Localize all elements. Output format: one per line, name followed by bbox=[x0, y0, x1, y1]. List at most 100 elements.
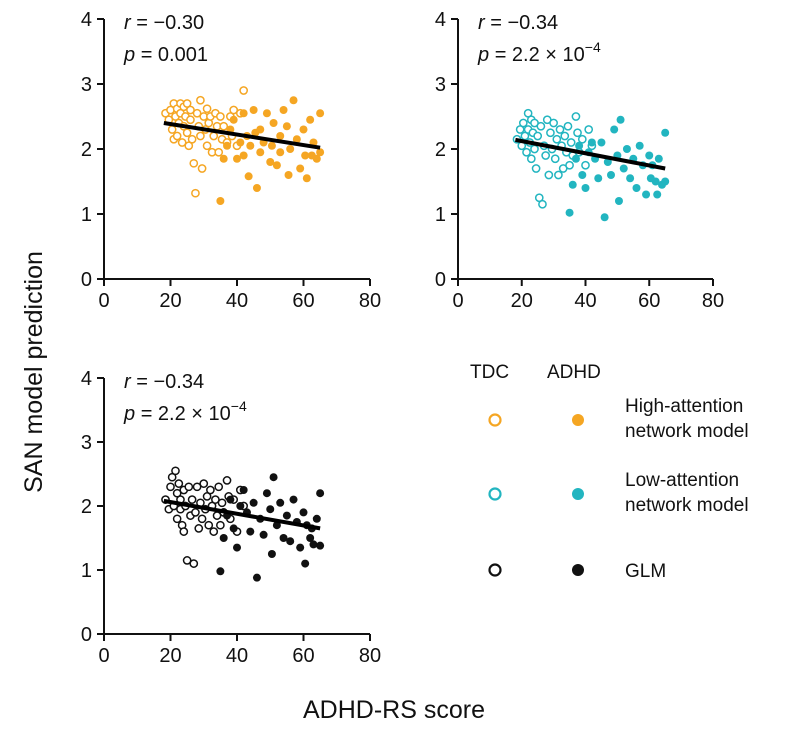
y-tick-label: 3 bbox=[81, 432, 92, 454]
tdc-point bbox=[186, 115, 195, 125]
adhd-point bbox=[645, 151, 654, 160]
tdc-point bbox=[577, 134, 587, 144]
tdc-point bbox=[571, 112, 581, 121]
legend-label-line2: network model bbox=[625, 495, 749, 516]
tdc-point bbox=[174, 479, 184, 488]
adhd-point bbox=[635, 141, 644, 150]
adhd-point bbox=[316, 489, 325, 498]
adhd-point bbox=[269, 473, 278, 482]
adhd-point bbox=[284, 171, 293, 179]
tdc-point bbox=[214, 482, 224, 492]
legend-label: Low-attention bbox=[625, 470, 739, 491]
x-tick-label: 60 bbox=[292, 290, 314, 312]
adhd-point bbox=[610, 125, 619, 134]
y-tick-label: 2 bbox=[435, 139, 446, 161]
tdc-point bbox=[239, 86, 248, 95]
tdc-point bbox=[217, 498, 227, 508]
tdc-point bbox=[214, 147, 224, 157]
y-tick-label: 4 bbox=[81, 368, 92, 390]
adhd-point bbox=[256, 125, 265, 134]
adhd-point bbox=[262, 489, 271, 498]
x-tick-label: 20 bbox=[511, 290, 533, 312]
adhd-point bbox=[286, 145, 295, 153]
adhd-point bbox=[306, 534, 315, 542]
adhd-point bbox=[302, 174, 311, 183]
adhd-point bbox=[223, 141, 232, 150]
tdc-point bbox=[552, 134, 562, 144]
adhd-point bbox=[246, 527, 255, 536]
adhd-point bbox=[252, 184, 261, 192]
adhd-point bbox=[276, 132, 285, 140]
legend-open-marker bbox=[488, 413, 502, 427]
y-tick-label: 0 bbox=[435, 269, 446, 291]
tdc-point bbox=[209, 527, 219, 536]
tdc-point bbox=[566, 138, 576, 147]
tdc-point bbox=[182, 99, 192, 108]
tdc-point bbox=[204, 520, 214, 530]
legend-label: High-attention bbox=[625, 396, 743, 417]
stat-r: r = −0.34 bbox=[124, 371, 204, 393]
adhd-point bbox=[229, 524, 238, 533]
x-tick-label: 20 bbox=[159, 645, 181, 667]
adhd-point bbox=[286, 537, 295, 546]
y-tick-label: 2 bbox=[81, 496, 92, 518]
legend-filled-marker bbox=[572, 414, 584, 426]
tdc-point bbox=[546, 128, 555, 138]
tdc-point bbox=[187, 134, 197, 144]
adhd-point bbox=[581, 184, 590, 192]
adhd-point bbox=[219, 154, 228, 163]
y-tick-label: 2 bbox=[81, 139, 92, 161]
x-axis-title: ADHD-RS score bbox=[303, 696, 485, 724]
adhd-point bbox=[642, 190, 651, 199]
panel-high-attention: 0 20 40 60 80 0 1 2 3 4 r = −0.30 p = 0.001 bbox=[81, 9, 381, 312]
adhd-point bbox=[246, 141, 255, 150]
adhd-point bbox=[262, 109, 271, 118]
adhd-point bbox=[239, 486, 248, 494]
legend-open-marker bbox=[488, 563, 502, 577]
adhd-point bbox=[233, 154, 241, 163]
stat-p: p = 2.2 × 10−4 bbox=[477, 39, 601, 66]
tdc-point bbox=[191, 188, 200, 198]
adhd-point bbox=[289, 96, 298, 105]
tdc-point bbox=[536, 121, 546, 131]
adhd-point bbox=[296, 164, 305, 173]
tdc-point bbox=[197, 514, 207, 524]
tdc-point bbox=[584, 125, 594, 134]
tdc-point bbox=[192, 482, 202, 492]
adhd-point bbox=[607, 171, 615, 179]
tdc-point bbox=[209, 131, 219, 141]
tdc-point bbox=[172, 131, 182, 141]
y-tick-label: 3 bbox=[81, 74, 92, 96]
adhd-point bbox=[267, 550, 276, 558]
tdc-point bbox=[533, 131, 543, 141]
stat-r: r = −0.30 bbox=[124, 12, 204, 34]
adhd-point bbox=[289, 495, 298, 504]
adhd-point bbox=[272, 521, 281, 530]
legend-open-marker bbox=[488, 487, 502, 501]
tdc-point bbox=[555, 125, 565, 134]
adhd-point bbox=[249, 498, 258, 507]
adhd-point bbox=[309, 540, 318, 549]
adhd-point bbox=[632, 184, 641, 192]
x-tick-label: 0 bbox=[98, 645, 109, 667]
tdc-point bbox=[202, 104, 212, 114]
adhd-point bbox=[267, 141, 276, 150]
adhd-point bbox=[626, 174, 635, 183]
panel-glm: 0 20 40 60 80 0 1 2 3 4 r = −0.34 p = 2.2 × 10−4 bbox=[81, 368, 381, 667]
adhd-point bbox=[233, 543, 241, 552]
adhd-point bbox=[661, 177, 670, 186]
stat-p: p = 0.001 bbox=[123, 44, 208, 66]
x-tick-label: 60 bbox=[292, 645, 314, 667]
adhd-point bbox=[216, 567, 225, 576]
x-tick-label: 40 bbox=[574, 290, 596, 312]
tdc-point bbox=[573, 128, 582, 138]
tdc-point bbox=[202, 141, 212, 151]
tdc-point bbox=[216, 112, 225, 121]
stat-r: r = −0.34 bbox=[478, 12, 558, 34]
y-tick-label: 1 bbox=[435, 204, 446, 226]
adhd-point bbox=[614, 197, 623, 205]
x-tick-label: 40 bbox=[226, 290, 248, 312]
adhd-point bbox=[279, 106, 288, 114]
adhd-point bbox=[279, 534, 288, 542]
adhd-point bbox=[249, 106, 258, 114]
